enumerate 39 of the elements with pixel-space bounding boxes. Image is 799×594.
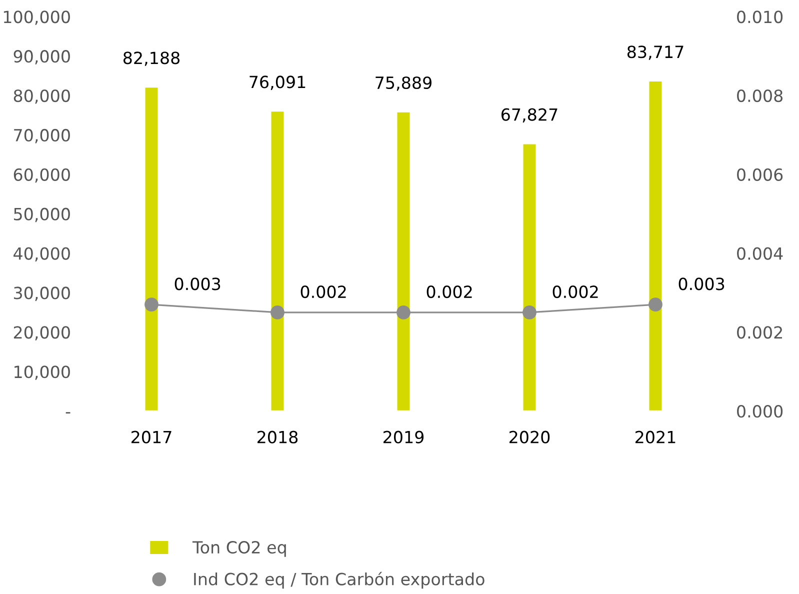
y2-tick-label: 0.010 <box>737 10 783 24</box>
data-label: 0.003 <box>678 278 724 290</box>
legend-label: Ind CO2 eq / Ton Carbón exportado <box>194 572 484 589</box>
data-label: 0.003 <box>174 278 220 290</box>
x-tick-label: 2019 <box>384 430 424 444</box>
y-tick-label: 70,000 <box>14 128 70 144</box>
y-tick-label: 30,000 <box>14 286 70 301</box>
data-label: 75,889 <box>376 76 432 91</box>
data-label: 0.002 <box>552 285 598 298</box>
x-tick-label: 2021 <box>636 430 676 444</box>
y-tick-label: - <box>66 412 70 414</box>
bar <box>144 86 160 412</box>
y-tick-label: 20,000 <box>14 326 70 340</box>
y-tick-label: 50,000 <box>14 208 70 222</box>
y-tick-label: 100,000 <box>4 10 70 25</box>
bar <box>522 142 538 412</box>
bar <box>270 110 286 412</box>
x-tick-label: 2017 <box>132 430 172 444</box>
x-tick-label: 2018 <box>258 430 298 444</box>
y2-tick-label: 0.000 <box>737 405 783 418</box>
data-label: 0.002 <box>300 285 346 298</box>
y2-tick-label: 0.002 <box>737 326 782 339</box>
data-label: 76,091 <box>250 76 306 90</box>
data-label: 82,188 <box>123 52 180 66</box>
y-tick-label: 10,000 <box>14 366 70 380</box>
legend-label: Ton CO2 eq <box>192 540 286 557</box>
y-tick-label: 90,000 <box>14 50 70 64</box>
data-label: 83,717 <box>627 46 684 60</box>
y-tick-label: 60,000 <box>14 168 70 183</box>
x-tick-label: 2020 <box>510 430 550 444</box>
y2-tick-label: 0.004 <box>737 247 783 260</box>
y-tick-label: 40,000 <box>14 247 70 262</box>
y-tick-label: 80,000 <box>14 89 70 104</box>
bar <box>396 111 412 412</box>
data-label: 0.002 <box>426 285 472 298</box>
y2-tick-label: 0.006 <box>737 168 783 181</box>
data-label: 67,827 <box>501 108 558 123</box>
bar <box>648 80 664 412</box>
y2-tick-label: 0.008 <box>737 89 783 102</box>
